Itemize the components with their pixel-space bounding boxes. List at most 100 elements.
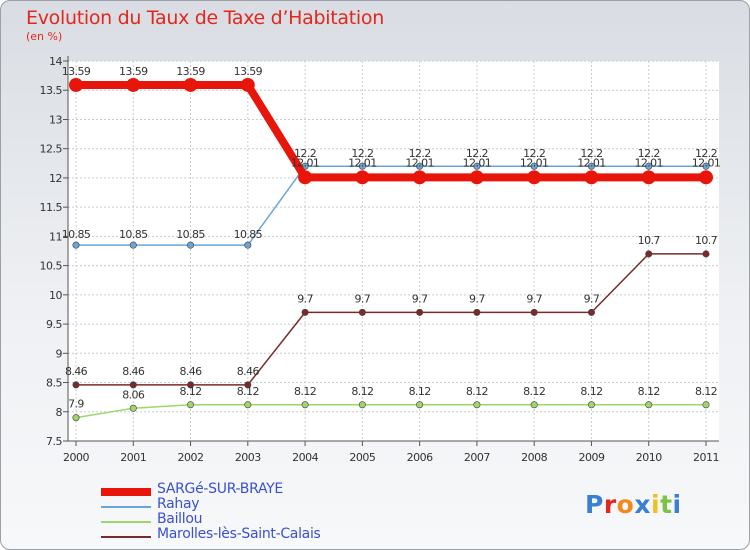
data-label: 8.12 (466, 385, 488, 398)
logo-letter: i (651, 490, 661, 519)
data-point (412, 170, 427, 185)
chart-title: Evolution du Taux de Taxe d’Habitation (26, 7, 384, 29)
data-point (527, 170, 542, 185)
y-tick-label: 10 (49, 289, 62, 302)
data-label: 8.46 (179, 365, 202, 378)
data-label: 12.2 (580, 147, 602, 160)
data-label: 10.85 (234, 228, 263, 241)
data-point (473, 308, 481, 316)
data-point (129, 404, 137, 412)
data-point (702, 401, 710, 409)
data-label: 9.7 (469, 292, 485, 305)
data-point (187, 401, 195, 409)
y-tick-label: 7.5 (46, 435, 62, 448)
data-label: 13.59 (62, 65, 91, 78)
data-label: 8.12 (580, 385, 602, 398)
data-label: 8.06 (122, 388, 145, 401)
data-label: 12.2 (695, 147, 717, 160)
data-label: 8.12 (523, 385, 545, 398)
legend-swatch (101, 521, 151, 523)
data-label: 8.12 (294, 385, 316, 398)
data-point (358, 308, 366, 316)
data-point (702, 162, 710, 170)
y-tick-label: 8 (56, 406, 63, 419)
logo-letter: t (660, 490, 673, 519)
data-label: 12.2 (523, 147, 545, 160)
x-tick-label: 2004 (292, 451, 318, 464)
data-label: 12.2 (351, 147, 373, 160)
x-tick-label: 2009 (578, 451, 604, 464)
x-tick-label: 2007 (464, 451, 490, 464)
logo-letter: i (672, 490, 682, 519)
legend-swatch (101, 536, 151, 538)
data-label: 13.59 (234, 65, 263, 78)
y-tick-label: 14 (49, 55, 62, 68)
plot-area (68, 61, 719, 441)
data-label: 8.46 (237, 365, 260, 378)
x-tick-label: 2011 (693, 451, 719, 464)
data-point (530, 162, 538, 170)
data-label: 13.59 (176, 65, 205, 78)
data-label: 8.12 (179, 385, 201, 398)
data-label: 8.12 (409, 385, 431, 398)
data-label: 8.12 (351, 385, 373, 398)
legend-swatch (101, 488, 151, 496)
y-tick-label: 12.5 (40, 143, 63, 156)
y-tick-label: 8.5 (46, 377, 62, 390)
data-label: 9.7 (526, 292, 542, 305)
data-point (530, 401, 538, 409)
data-point (473, 162, 481, 170)
data-point (587, 401, 595, 409)
data-point (641, 170, 656, 185)
y-tick-label: 11 (49, 230, 62, 243)
data-point (187, 381, 195, 389)
data-point (416, 308, 424, 316)
data-point (187, 241, 195, 249)
data-label: 12.01 (405, 156, 434, 169)
data-point (355, 170, 370, 185)
data-label: 10.7 (695, 234, 718, 247)
x-tick-label: 2010 (636, 451, 662, 464)
logo-letter: r (603, 490, 617, 519)
logo-letter: P (585, 490, 604, 519)
data-label: 12.01 (634, 156, 663, 169)
data-label: 8.12 (638, 385, 660, 398)
data-point (240, 77, 255, 92)
data-point (129, 241, 137, 249)
data-point (645, 250, 653, 258)
data-label: 8.46 (122, 365, 145, 378)
data-point (587, 308, 595, 316)
x-tick-label: 2000 (63, 451, 89, 464)
data-label: 9.7 (584, 292, 600, 305)
data-label: 8.12 (695, 385, 717, 398)
data-point (702, 250, 710, 258)
data-label: 12.2 (466, 147, 488, 160)
legend-label: Marolles-lès-Saint-Calais (157, 526, 321, 542)
data-point (473, 401, 481, 409)
x-tick-label: 2003 (235, 451, 261, 464)
legend-label: Rahay (157, 496, 200, 512)
data-point (183, 77, 198, 92)
data-point (72, 381, 80, 389)
data-label: 9.7 (355, 292, 371, 305)
data-label: 12.01 (291, 156, 320, 169)
data-label: 12.01 (520, 156, 549, 169)
data-label: 12.2 (294, 147, 316, 160)
data-point (69, 77, 83, 92)
x-tick-label: 2002 (178, 451, 204, 464)
data-point (72, 241, 80, 249)
data-point (699, 170, 713, 185)
y-tick-label: 9 (56, 347, 63, 360)
data-point (301, 308, 309, 316)
data-point (645, 401, 653, 409)
data-label: 12.01 (577, 156, 606, 169)
data-label: 12.2 (638, 147, 660, 160)
data-point (530, 308, 538, 316)
series-line-3 (76, 253, 706, 386)
data-point (298, 170, 313, 185)
data-point (72, 414, 80, 422)
data-label: 8.12 (237, 385, 259, 398)
proxiti-logo: Proxiti (585, 490, 682, 519)
